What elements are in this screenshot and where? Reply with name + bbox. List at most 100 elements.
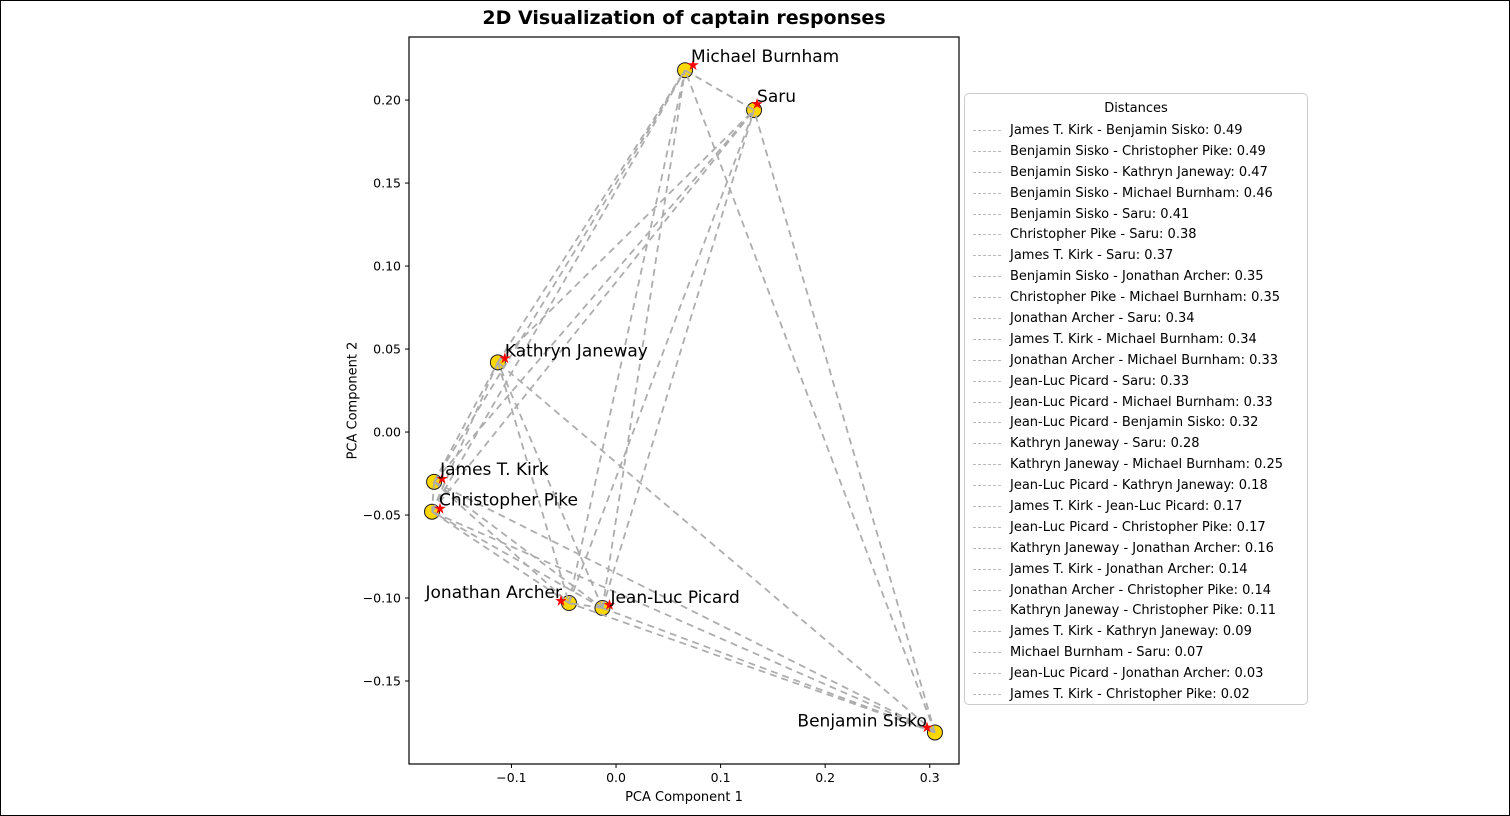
legend-entry: James T. Kirk - Jonathan Archer: 0.14: [965, 559, 1307, 580]
legend-entry-label: James T. Kirk - Jonathan Archer: 0.14: [1010, 561, 1248, 577]
distances-legend: Distances James T. Kirk - Benjamin Sisko…: [964, 93, 1308, 705]
dashed-line-icon: [973, 464, 1001, 466]
y-tick-label: −0.05: [363, 508, 401, 523]
star-marker-james-t-kirk: [436, 472, 448, 484]
legend-entry-label: James T. Kirk - Michael Burnham: 0.34: [1010, 331, 1257, 347]
y-tick-label: 0.05: [373, 342, 401, 357]
y-tick-label: −0.15: [363, 674, 401, 689]
legend-entry-label: Kathryn Janeway - Saru: 0.28: [1010, 436, 1200, 452]
legend-entry: Jean-Luc Picard - Benjamin Sisko: 0.32: [965, 412, 1307, 433]
dashed-line-icon: [973, 297, 1001, 299]
legend-entry: Kathryn Janeway - Saru: 0.28: [965, 433, 1307, 454]
legend-entry: Jonathan Archer - Christopher Pike: 0.14: [965, 580, 1307, 601]
legend-entry: James T. Kirk - Kathryn Janeway: 0.09: [965, 621, 1307, 642]
legend-entry: Benjamin Sisko - Kathryn Janeway: 0.47: [965, 162, 1307, 183]
dashed-line-icon: [973, 568, 1001, 570]
distance-line-christopher-pike--michael-burnham: [431, 69, 686, 513]
legend-entry-label: Kathryn Janeway - Jonathan Archer: 0.16: [1010, 540, 1274, 556]
star-marker-michael-burnham: [687, 59, 699, 71]
dashed-line-icon: [973, 150, 1001, 152]
legend-entry: Kathryn Janeway - Michael Burnham: 0.25: [965, 454, 1307, 475]
legend-entry-label: James T. Kirk - Saru: 0.37: [1010, 248, 1174, 264]
legend-entry: Jonathan Archer - Saru: 0.34: [965, 308, 1307, 329]
legend-entry: Jonathan Archer - Michael Burnham: 0.33: [965, 350, 1307, 371]
dashed-line-icon: [973, 505, 1001, 507]
legend-entry-label: Christopher Pike - Saru: 0.38: [1010, 227, 1197, 243]
legend-entry-label: Michael Burnham - Saru: 0.07: [1010, 645, 1204, 661]
distance-line-jean-luc-picard--michael-burnham: [601, 70, 686, 609]
distance-line-jonathan-archer--christopher-pike: [431, 510, 570, 604]
dashed-line-icon: [973, 589, 1001, 591]
x-tick-label: 0.1: [711, 770, 731, 785]
dashed-line-icon: [973, 485, 1001, 487]
dashed-line-icon: [973, 192, 1001, 194]
legend-entry-label: Benjamin Sisko - Jonathan Archer: 0.35: [1010, 269, 1264, 285]
distance-line-kathryn-janeway--michael-burnham: [497, 69, 686, 363]
dashed-line-icon: [973, 610, 1001, 612]
legend-entry: Jean-Luc Picard - Christopher Pike: 0.17: [965, 517, 1307, 538]
x-tick-label: −0.1: [496, 770, 526, 785]
distance-line-benjamin-sisko--jonathan-archer: [568, 602, 936, 734]
distance-line-jean-luc-picard--saru: [601, 109, 755, 609]
dashed-line-icon: [973, 526, 1001, 528]
dashed-line-icon: [973, 380, 1001, 382]
dashed-line-icon: [973, 631, 1001, 633]
legend-entry: Benjamin Sisko - Saru: 0.41: [965, 204, 1307, 225]
y-tick-label: −0.10: [363, 591, 401, 606]
point-label-saru: Saru: [757, 87, 796, 107]
distance-line-james-t-kirk--saru: [433, 109, 755, 483]
legend-title: Distances: [1104, 101, 1168, 116]
distance-line-jonathan-archer--michael-burnham: [568, 70, 686, 604]
legend-entry-label: Jean-Luc Picard - Kathryn Janeway: 0.18: [1010, 478, 1268, 494]
point-label-kathryn-janeway: Kathryn Janeway: [505, 341, 648, 361]
x-tick-label: 0.0: [606, 770, 626, 785]
legend-entry: Christopher Pike - Saru: 0.38: [965, 224, 1307, 245]
distance-line-christopher-pike--saru: [431, 109, 755, 513]
y-tick-label: 0.15: [373, 176, 401, 191]
distance-line-james-t-kirk--christopher-pike: [431, 481, 435, 512]
legend-entry-label: Jean-Luc Picard - Michael Burnham: 0.33: [1010, 394, 1273, 410]
x-tick-label: 0.3: [920, 770, 940, 785]
point-label-jonathan-archer: Jonathan Archer: [425, 583, 562, 603]
legend-entry: James T. Kirk - Michael Burnham: 0.34: [965, 329, 1307, 350]
dashed-line-icon: [973, 338, 1001, 340]
legend-entry-label: Benjamin Sisko - Christopher Pike: 0.49: [1010, 143, 1266, 159]
distance-line-jonathan-archer--saru: [568, 109, 755, 604]
dashed-line-icon: [973, 213, 1001, 215]
legend-entry-label: Benjamin Sisko - Saru: 0.41: [1010, 206, 1190, 222]
distance-line-kathryn-janeway--christopher-pike: [431, 361, 499, 513]
point-label-benjamin-sisko: Benjamin Sisko: [797, 711, 927, 731]
legend-entry: James T. Kirk - Jean-Luc Picard: 0.17: [965, 496, 1307, 517]
legend-entry-label: Jonathan Archer - Saru: 0.34: [1010, 310, 1195, 326]
x-axis-label: PCA Component 1: [625, 790, 743, 805]
point-label-jean-luc-picard: Jean-Luc Picard: [609, 588, 739, 608]
legend-entry: Benjamin Sisko - Jonathan Archer: 0.35: [965, 266, 1307, 287]
legend-entry: Michael Burnham - Saru: 0.07: [965, 642, 1307, 663]
distance-line-benjamin-sisko--saru: [753, 109, 936, 733]
distance-line-jean-luc-picard--jonathan-archer: [568, 602, 603, 609]
legend-entry: James T. Kirk - Saru: 0.37: [965, 245, 1307, 266]
star-marker-jonathan-archer: [555, 595, 567, 606]
legend-entry: Christopher Pike - Michael Burnham: 0.35: [965, 287, 1307, 308]
dashed-line-icon: [973, 359, 1001, 361]
distance-line-james-t-kirk--benjamin-sisko: [433, 481, 936, 734]
distance-line-benjamin-sisko--christopher-pike: [431, 510, 936, 734]
star-marker-jean-luc-picard: [603, 599, 616, 610]
legend-entry-label: Jonathan Archer - Michael Burnham: 0.33: [1010, 352, 1279, 368]
distance-line-jean-luc-picard--christopher-pike: [431, 510, 603, 609]
dashed-line-icon: [973, 652, 1001, 654]
dashed-line-icon: [973, 171, 1001, 173]
star-marker-christopher-pike: [434, 502, 446, 514]
legend-entry-label: James T. Kirk - Jean-Luc Picard: 0.17: [1010, 498, 1243, 514]
legend-entry: Jean-Luc Picard - Kathryn Janeway: 0.18: [965, 475, 1307, 496]
legend-entry: Jean-Luc Picard - Saru: 0.33: [965, 371, 1307, 392]
y-tick-label: 0.00: [373, 425, 401, 440]
dashed-line-icon: [973, 234, 1001, 236]
dashed-line-icon: [973, 255, 1001, 257]
legend-entry: Benjamin Sisko - Michael Burnham: 0.46: [965, 183, 1307, 204]
star-marker-saru: [751, 98, 763, 109]
dashed-line-icon: [973, 422, 1001, 424]
legend-entry-label: Benjamin Sisko - Michael Burnham: 0.46: [1010, 185, 1273, 201]
dashed-line-icon: [973, 276, 1001, 278]
